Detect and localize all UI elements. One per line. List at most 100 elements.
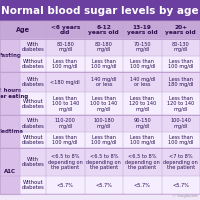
Bar xyxy=(84,115,123,132)
Text: Less than
100 mg/dl: Less than 100 mg/dl xyxy=(91,59,116,69)
Text: 2 hours
after eating: 2 hours after eating xyxy=(0,88,29,99)
Bar xyxy=(123,21,162,39)
Bar xyxy=(20,56,46,72)
Bar xyxy=(46,148,84,176)
Bar xyxy=(20,148,46,176)
Text: 6-12
years old: 6-12 years old xyxy=(88,25,119,35)
Bar xyxy=(162,176,200,194)
Text: Less than
120 to 140
mg/dl: Less than 120 to 140 mg/dl xyxy=(129,96,156,112)
Bar xyxy=(0,21,46,39)
Bar xyxy=(123,176,162,194)
Bar xyxy=(46,132,84,148)
Text: 80-180
mg/dl: 80-180 mg/dl xyxy=(56,42,74,52)
Bar xyxy=(20,39,46,56)
Bar xyxy=(84,148,123,176)
Text: <5.7%: <5.7% xyxy=(134,183,151,188)
Bar xyxy=(0,39,20,72)
Bar xyxy=(162,115,200,132)
Text: Less than
100 mg/dl: Less than 100 mg/dl xyxy=(130,135,155,145)
Text: 90-150
mg/dl: 90-150 mg/dl xyxy=(133,118,151,129)
Bar xyxy=(46,176,84,194)
Bar xyxy=(84,176,123,194)
Text: <5.7%: <5.7% xyxy=(172,183,189,188)
Bar xyxy=(46,21,84,39)
Bar xyxy=(46,115,84,132)
Bar xyxy=(20,132,46,148)
Text: 100-180
mg/dl: 100-180 mg/dl xyxy=(93,118,114,129)
Text: 20+
years old: 20+ years old xyxy=(165,25,196,35)
Text: Less than
100 to 140
mg/dl: Less than 100 to 140 mg/dl xyxy=(90,96,117,112)
Text: <180 mg/dl: <180 mg/dl xyxy=(50,80,80,85)
Text: Less than
100 mg/dl: Less than 100 mg/dl xyxy=(52,135,78,145)
Bar xyxy=(162,72,200,92)
Bar xyxy=(162,148,200,176)
Bar xyxy=(0,115,20,148)
Text: <5.7%: <5.7% xyxy=(95,183,112,188)
Text: Less than
100 mg/dl: Less than 100 mg/dl xyxy=(130,59,155,69)
Text: Less than
180 mg/dl: Less than 180 mg/dl xyxy=(168,77,194,87)
Bar xyxy=(123,115,162,132)
Text: 80-180
mg/dl: 80-180 mg/dl xyxy=(95,42,113,52)
Text: <6.5 to 8%
depending on
the patient: <6.5 to 8% depending on the patient xyxy=(125,154,160,170)
Text: 140 mg/dl
or less: 140 mg/dl or less xyxy=(130,77,155,87)
Bar xyxy=(20,72,46,92)
Text: 140 mg/dl
or less: 140 mg/dl or less xyxy=(91,77,116,87)
Bar xyxy=(162,39,200,56)
Text: 100-140
mg/dl: 100-140 mg/dl xyxy=(170,118,191,129)
Bar xyxy=(162,21,200,39)
Text: Less than
120 to 140
mg/dl: Less than 120 to 140 mg/dl xyxy=(167,96,194,112)
Bar xyxy=(123,132,162,148)
Text: 13-19
years old: 13-19 years old xyxy=(127,25,158,35)
Text: <6.5 to 8%
depending on
the patient: <6.5 to 8% depending on the patient xyxy=(48,154,83,170)
Bar xyxy=(46,72,84,92)
Text: Less than
100 mg/dl: Less than 100 mg/dl xyxy=(52,59,78,69)
Bar xyxy=(46,56,84,72)
Text: With
diabetes: With diabetes xyxy=(22,118,44,129)
Text: With
diabetes: With diabetes xyxy=(22,77,44,87)
Text: With
diabetes: With diabetes xyxy=(22,157,44,167)
Bar xyxy=(84,39,123,56)
Bar xyxy=(162,92,200,115)
Bar xyxy=(162,132,200,148)
Text: Normal blood sugar levels by age: Normal blood sugar levels by age xyxy=(1,5,199,16)
Text: 110-200
mg/dl: 110-200 mg/dl xyxy=(55,118,76,129)
Bar xyxy=(123,39,162,56)
Bar xyxy=(84,72,123,92)
Text: Less than
100 mg/dl: Less than 100 mg/dl xyxy=(168,135,194,145)
Text: With
diabetes: With diabetes xyxy=(22,42,44,52)
Bar xyxy=(20,176,46,194)
Bar xyxy=(84,132,123,148)
Bar xyxy=(20,92,46,115)
Text: 70-150
mg/dl: 70-150 mg/dl xyxy=(133,42,151,52)
Bar xyxy=(46,39,84,56)
Text: Fasting: Fasting xyxy=(0,53,21,58)
Bar xyxy=(123,56,162,72)
Text: A1C: A1C xyxy=(4,169,16,174)
Text: <6.5 to 8%
depending on
the patient: <6.5 to 8% depending on the patient xyxy=(86,154,121,170)
Text: Without
diabetes: Without diabetes xyxy=(22,135,44,145)
Text: <7 to 8%
depending on
the patient: <7 to 8% depending on the patient xyxy=(163,154,198,170)
Text: © Singlecare: © Singlecare xyxy=(172,194,198,198)
Bar xyxy=(84,21,123,39)
Bar xyxy=(123,148,162,176)
Bar xyxy=(0,148,20,194)
Text: Without
diabetes: Without diabetes xyxy=(22,59,44,69)
Text: <6 years
old: <6 years old xyxy=(51,25,80,35)
Bar xyxy=(0,21,200,194)
Text: Age: Age xyxy=(16,27,30,33)
Bar xyxy=(20,115,46,132)
Text: Bedtime: Bedtime xyxy=(0,129,23,134)
Bar xyxy=(0,72,20,115)
Bar xyxy=(84,92,123,115)
Bar xyxy=(123,72,162,92)
Text: Less than
100 mg/dl: Less than 100 mg/dl xyxy=(91,135,116,145)
Text: Less than
100 mg/dl: Less than 100 mg/dl xyxy=(168,59,194,69)
Bar xyxy=(123,92,162,115)
Bar xyxy=(162,56,200,72)
Bar xyxy=(0,0,200,21)
Text: <5.7%: <5.7% xyxy=(57,183,74,188)
Text: Without
diabetes: Without diabetes xyxy=(22,99,44,109)
Text: Without
diabetes: Without diabetes xyxy=(22,180,44,190)
Text: Less than
100 to 140
mg/dl: Less than 100 to 140 mg/dl xyxy=(52,96,79,112)
Text: 80-130
mg/dl: 80-130 mg/dl xyxy=(172,42,190,52)
